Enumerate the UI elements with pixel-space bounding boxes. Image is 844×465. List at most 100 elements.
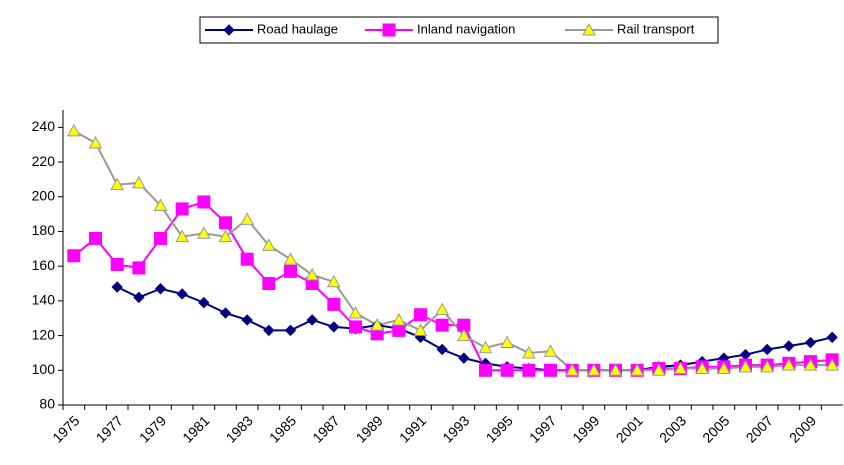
x-tick-label: 2005 [699,412,732,445]
x-tick-label: 1989 [353,412,386,445]
marker [413,323,428,336]
legend-label: Rail transport [617,21,695,36]
series-line [73,200,833,372]
series-line [116,286,833,372]
x-tick-label: 1975 [49,412,82,445]
marker [284,324,297,337]
marker [673,361,688,375]
marker [198,296,210,309]
x-tick-label: 1981 [179,412,212,445]
marker [608,363,623,376]
marker [326,274,341,288]
marker [392,323,406,337]
marker [133,291,145,304]
marker [565,363,580,376]
marker [219,307,232,319]
marker [283,252,298,265]
y-tick-label: 240 [32,118,56,134]
marker [328,321,340,333]
marker [522,363,536,377]
x-tick-label: 1983 [223,412,256,445]
legend: Road haulage Inland navigation Rail transp… [199,16,719,44]
marker [284,264,297,278]
marker [478,340,493,354]
marker [544,363,557,377]
marker [111,281,123,293]
marker [738,359,753,373]
marker [88,135,103,149]
marker [240,252,254,266]
y-tick-label: 160 [32,257,56,273]
marker [825,358,840,371]
marker [89,231,102,245]
marker [306,314,318,326]
marker [327,297,341,311]
marker [370,318,385,331]
series-markers [66,123,840,376]
marker [154,231,167,245]
x-tick-label: 1991 [396,412,429,445]
marker [153,198,168,211]
marker [176,288,188,300]
marker [110,257,124,271]
marker [456,328,471,342]
marker [391,312,406,326]
x-tick-label: 1997 [526,412,559,445]
marker [739,348,752,361]
x-tick-label: 1979 [136,412,169,445]
marker [414,308,427,322]
marker [783,340,795,352]
marker [132,261,146,275]
x-tick-label: 1987 [309,412,342,445]
y-tick-label: 120 [32,326,56,342]
marker [826,331,838,344]
y-tick-label: 180 [32,222,56,238]
x-tick-label: 1985 [266,412,299,445]
x-tick-label: 2009 [786,412,819,445]
legend-marker [382,23,396,37]
marker [543,344,558,357]
marker [458,352,470,364]
marker [196,226,211,239]
marker [349,320,362,334]
marker [348,305,363,319]
legend-label: Road haulage [257,21,338,36]
y-tick-label: 140 [32,292,56,308]
x-tick-label: 1977 [93,412,126,445]
marker [630,363,645,376]
marker [175,229,190,243]
marker [241,314,253,326]
marker [218,229,233,243]
marker [219,216,232,230]
marker [263,324,275,337]
marker [175,202,189,216]
x-tick-label: 2001 [613,412,646,445]
marker [479,363,492,377]
marker [110,177,125,191]
marker [66,123,81,137]
marker [435,318,449,332]
y-tick-label: 100 [32,361,56,377]
marker [804,336,817,349]
marker [262,277,276,291]
marker [651,363,666,376]
legend-label: Inland navigation [417,21,515,36]
y-tick-label: 80 [39,396,55,412]
x-tick-label: 1999 [569,412,602,445]
marker [131,175,146,189]
marker [781,358,796,371]
marker [761,343,773,356]
x-tick-label: 1993 [439,412,472,445]
marker [500,363,514,377]
marker [261,238,276,251]
marker [436,343,448,356]
legend-marker [582,22,596,36]
series-line [73,129,833,372]
y-tick-label: 200 [32,187,56,203]
marker [197,195,211,209]
marker [521,345,536,359]
x-tick-label: 1995 [483,412,516,445]
marker [435,302,450,316]
marker [240,212,255,225]
